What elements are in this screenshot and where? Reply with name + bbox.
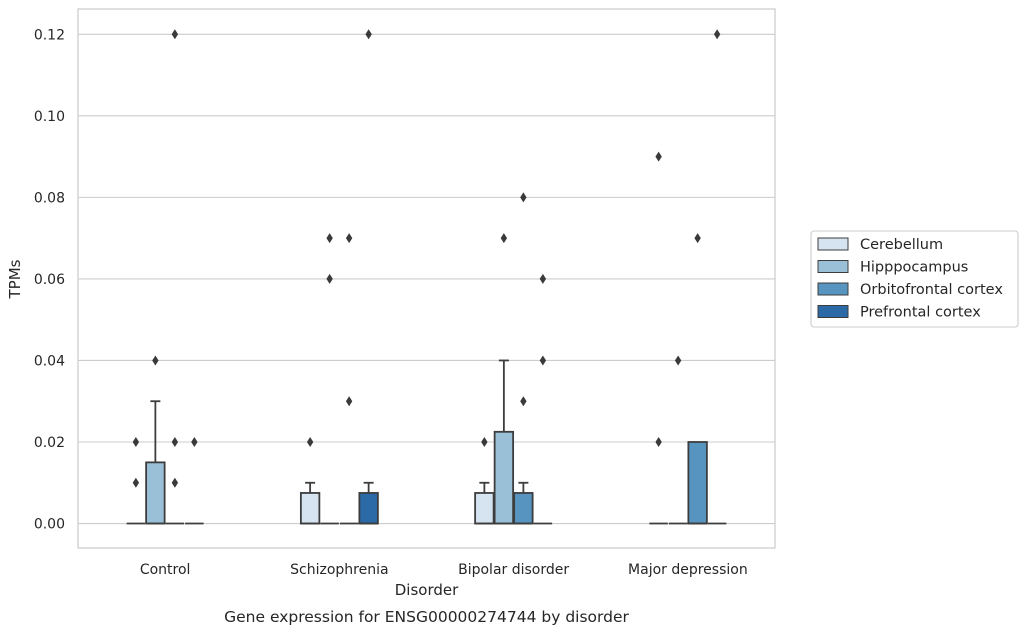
box-plot [126,436,146,525]
box [513,492,534,525]
box-plot [533,273,553,525]
outlier-point [171,477,179,488]
outlier-point [306,436,314,447]
y-tick-label: 0.00 [34,517,65,533]
outlier-point [191,436,198,447]
outlier-point [674,355,682,366]
box [493,430,515,525]
outlier-point [655,436,662,447]
outlier-point [365,29,372,40]
outlier-point [520,192,527,203]
box-plot [320,233,339,525]
outlier-point [171,29,179,40]
y-tick-label: 0.08 [34,190,65,206]
outlier-point [345,396,353,407]
outlier-point [326,233,333,244]
legend-label: Orbitofrontal cortex [860,282,1003,298]
box [358,492,379,525]
legend-swatch [817,260,849,273]
legend-swatch [817,282,849,296]
box-plot [339,233,359,525]
outlier-point [481,436,488,447]
outlier-point [539,273,547,284]
y-axis-label: TPMs [6,259,24,299]
box-plot [299,436,321,525]
box-plot [687,233,708,525]
legend-swatch [817,237,849,251]
box-plot [474,436,495,525]
legend-label: Prefrontal cortex [860,305,981,321]
x-tick-label: Bipolar disorder [458,562,569,578]
y-axis-ticks: 0.00 0.02 0.04 0.06 0.08 0.10 0.12 [34,27,65,532]
outlier-point [694,233,701,244]
y-tick-label: 0.06 [34,272,65,288]
outlier-point [713,29,721,40]
legend-swatch [817,305,849,318]
x-tick-label: Schizophrenia [290,562,388,578]
x-axis-label: Disorder [395,581,459,599]
x-tick-label: Control [140,562,191,578]
box-plot [165,29,185,525]
y-tick-label: 0.04 [34,353,65,369]
chart-caption: Gene expression for ENSG00000274744 by d… [224,608,629,626]
box-plot [145,355,166,525]
outlier-point [132,436,140,447]
outlier-point [171,436,179,447]
legend-frame [810,230,1019,328]
y-tick-label: 0.12 [34,27,65,43]
box-plots [126,29,727,525]
legend-label: Hipppocampus [860,260,968,276]
y-tick-label: 0.10 [34,109,65,125]
box-plot [513,192,534,525]
legend-label: Cerebellum [860,237,943,253]
outlier-point [520,396,527,407]
outlier-point [655,151,662,162]
box [687,441,708,525]
legend: Cerebellum Hipppocampus Orbitofrontal cort… [810,230,1019,328]
outlier-point [539,355,547,366]
box-plot [649,151,668,525]
box-plot [707,29,727,525]
box [145,461,166,525]
outlier-point [500,233,508,244]
box-plot [185,436,204,525]
box-plot [358,29,379,525]
box-plot [668,355,688,525]
plot-frame [77,8,776,549]
outlier-point [326,273,333,284]
outlier-point [345,233,353,244]
box [299,492,321,525]
x-axis-ticks: Control Schizophrenia Bipolar disorder Majo… [140,562,748,578]
box-plot [493,233,515,525]
y-tick-label: 0.02 [34,435,65,451]
outlier-point [132,477,140,488]
x-tick-label: Major depression [628,562,748,578]
box [474,492,495,525]
outlier-point [152,355,159,366]
